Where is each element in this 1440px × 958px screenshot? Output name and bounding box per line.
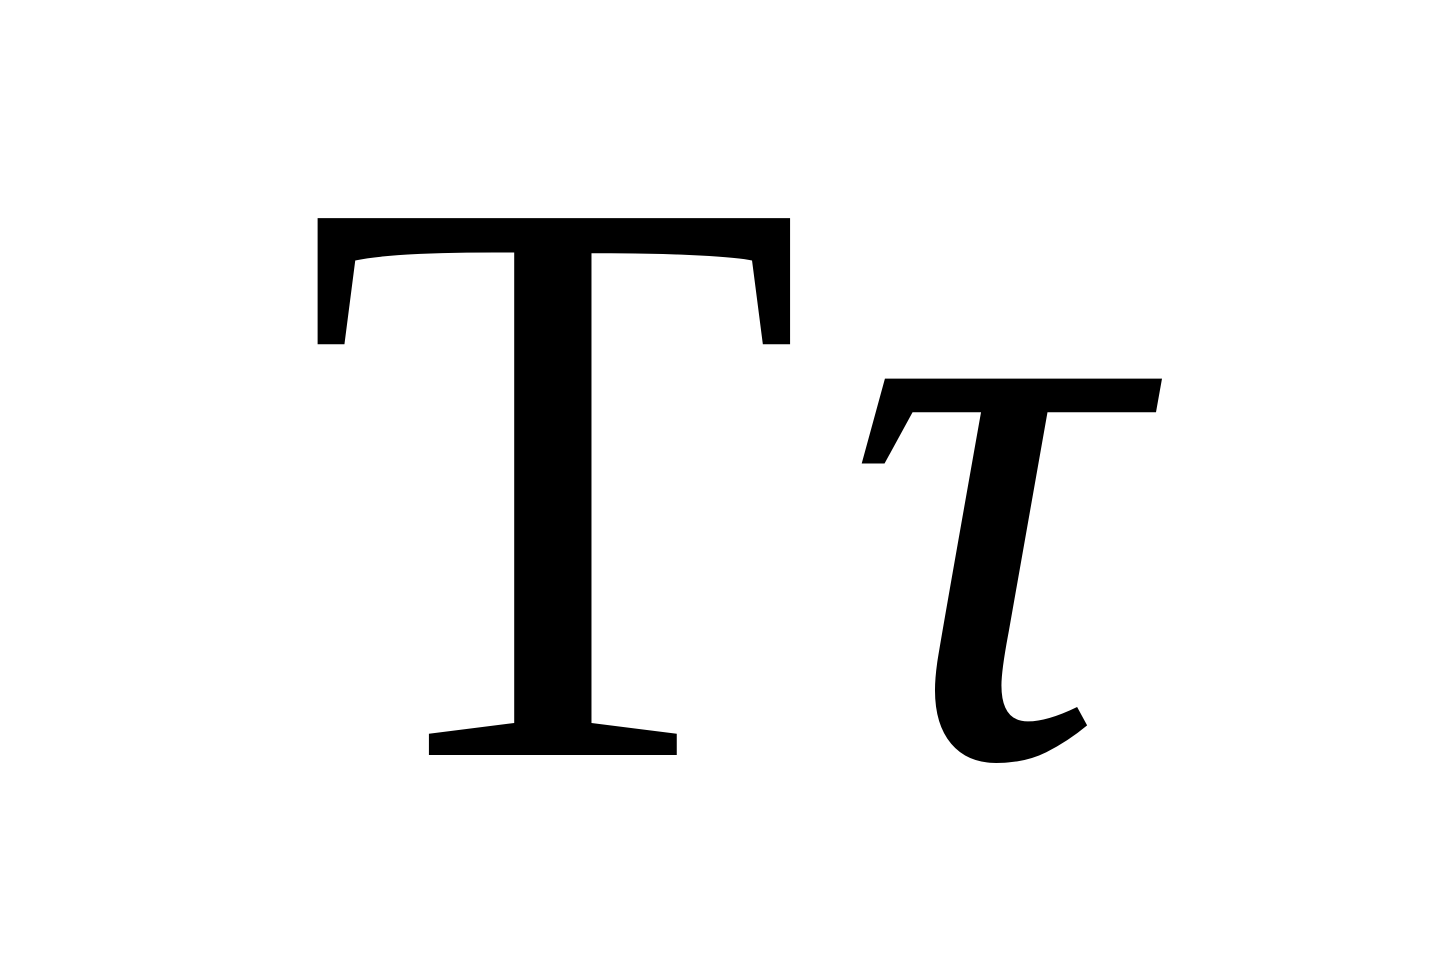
glyph-pair: Τ τ [303, 69, 1137, 889]
tau-uppercase-glyph: Τ [303, 69, 804, 889]
tau-lowercase-glyph: τ [844, 69, 1138, 889]
